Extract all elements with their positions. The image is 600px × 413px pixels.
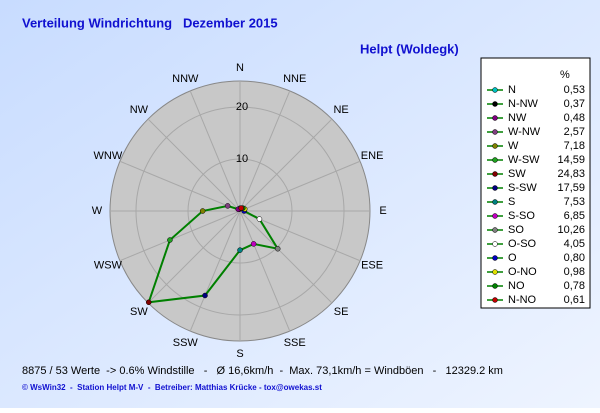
legend-value: 14,59 — [557, 154, 585, 166]
axis-label: WSW — [94, 260, 123, 272]
data-point — [274, 245, 281, 252]
legend-marker — [492, 101, 498, 107]
grid-spoke — [147, 210, 241, 304]
legend-value: 0,80 — [564, 252, 585, 264]
legend-label: S-SW — [508, 182, 537, 194]
data-point — [224, 203, 231, 209]
axis-label: S — [236, 348, 243, 360]
grid-spoke — [239, 160, 361, 212]
legend-marker — [492, 199, 498, 205]
chart-title: Verteilung Windrichtung Dezember 2015 — [22, 15, 278, 30]
data-point — [250, 241, 257, 247]
legend-value: 6,85 — [564, 210, 585, 222]
grid-spoke — [239, 210, 291, 332]
grid-spoke — [239, 210, 333, 304]
legend-label: O-SO — [508, 238, 537, 250]
legend-value: 2,57 — [564, 126, 585, 138]
legend-marker — [492, 213, 498, 219]
legend-label: NO — [508, 280, 525, 292]
legend-value: 0,98 — [564, 266, 585, 278]
data-point — [199, 208, 206, 214]
legend-value: 0,48 — [564, 112, 585, 124]
legend-value: 4,05 — [564, 238, 585, 250]
grid-spoke — [189, 90, 241, 212]
legend-value: 0,37 — [564, 98, 585, 110]
legend-value: 7,53 — [564, 196, 585, 208]
footer-stats: 8875 / 53 Werte -> 0.6% Windstille - Ø 1… — [22, 365, 503, 377]
legend-marker — [492, 255, 498, 261]
r-tick-label: 20 — [236, 101, 248, 113]
legend-label: N-NW — [508, 98, 539, 110]
grid-spoke — [119, 210, 241, 262]
axis-label: E — [379, 205, 386, 217]
legend-label: SW — [508, 168, 526, 180]
grid-spoke — [239, 118, 333, 212]
axis-label: NE — [333, 104, 348, 116]
legend-label: O-NO — [508, 266, 537, 278]
axis-label: SW — [130, 306, 148, 318]
legend-value: 0,78 — [564, 280, 585, 292]
axis-label: ESE — [361, 260, 383, 272]
data-point — [256, 216, 263, 222]
legend-marker — [492, 241, 498, 247]
legend-marker — [492, 115, 498, 121]
legend-marker — [492, 269, 498, 275]
legend-label: W — [508, 140, 519, 152]
grid-spoke — [147, 118, 241, 212]
legend-marker — [492, 157, 498, 163]
axis-label: SSW — [173, 337, 199, 349]
axis-label: SE — [334, 306, 349, 318]
legend-marker — [492, 87, 498, 93]
legend-marker — [492, 227, 498, 233]
data-point — [238, 205, 244, 211]
legend-label: W-SW — [508, 154, 540, 166]
axis-label: WNW — [94, 150, 123, 162]
legend-value: 17,59 — [557, 182, 585, 194]
axis-label: SSE — [284, 337, 306, 349]
legend-label: S-SO — [508, 210, 535, 222]
grid-spoke — [119, 160, 241, 212]
data-point — [237, 247, 243, 253]
footer-credits: © WsWin32 - Station Helpt M-V - Betreibe… — [22, 383, 322, 392]
legend-value: 10,26 — [557, 224, 585, 236]
grid-spoke — [189, 210, 241, 332]
chart-subtitle: Helpt (Woldegk) — [360, 41, 459, 56]
legend-label: O — [508, 252, 517, 264]
legend-label: W-NW — [508, 126, 541, 138]
axis-label: NW — [130, 104, 149, 116]
axis-label: NNE — [283, 73, 306, 85]
legend-marker — [492, 171, 498, 177]
axis-label: N — [236, 62, 244, 74]
legend-marker — [492, 185, 498, 191]
data-point — [145, 299, 152, 306]
data-point — [202, 292, 208, 299]
legend-value: 0,61 — [564, 294, 585, 306]
legend-label: SO — [508, 224, 524, 236]
legend-marker — [492, 129, 498, 135]
r-tick-label: 10 — [236, 153, 248, 165]
legend-label: N — [508, 84, 516, 96]
legend-label: N-NO — [508, 294, 537, 306]
legend-value: 7,18 — [564, 140, 585, 152]
grid-spoke — [239, 90, 291, 212]
axis-label: W — [92, 205, 103, 217]
legend-title: % — [560, 69, 570, 81]
legend-value: 0,53 — [564, 84, 585, 96]
legend-label: NW — [508, 112, 527, 124]
legend-box — [480, 57, 591, 309]
data-point — [167, 237, 173, 243]
axis-label: NNW — [172, 73, 199, 85]
legend-marker — [492, 297, 498, 303]
legend-marker — [492, 283, 498, 289]
axis-label: ENE — [361, 150, 384, 162]
legend-value: 24,83 — [557, 168, 585, 180]
legend-label: S — [508, 196, 515, 208]
legend-marker — [492, 143, 498, 149]
